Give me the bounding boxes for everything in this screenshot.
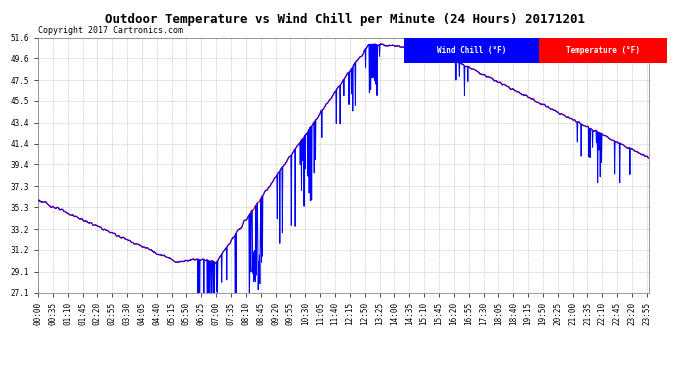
Text: Temperature (°F): Temperature (°F) bbox=[566, 46, 640, 55]
Text: Outdoor Temperature vs Wind Chill per Minute (24 Hours) 20171201: Outdoor Temperature vs Wind Chill per Mi… bbox=[105, 13, 585, 26]
Text: Wind Chill (°F): Wind Chill (°F) bbox=[437, 46, 506, 55]
FancyBboxPatch shape bbox=[539, 38, 667, 63]
FancyBboxPatch shape bbox=[404, 38, 539, 63]
Text: Copyright 2017 Cartronics.com: Copyright 2017 Cartronics.com bbox=[38, 26, 183, 35]
